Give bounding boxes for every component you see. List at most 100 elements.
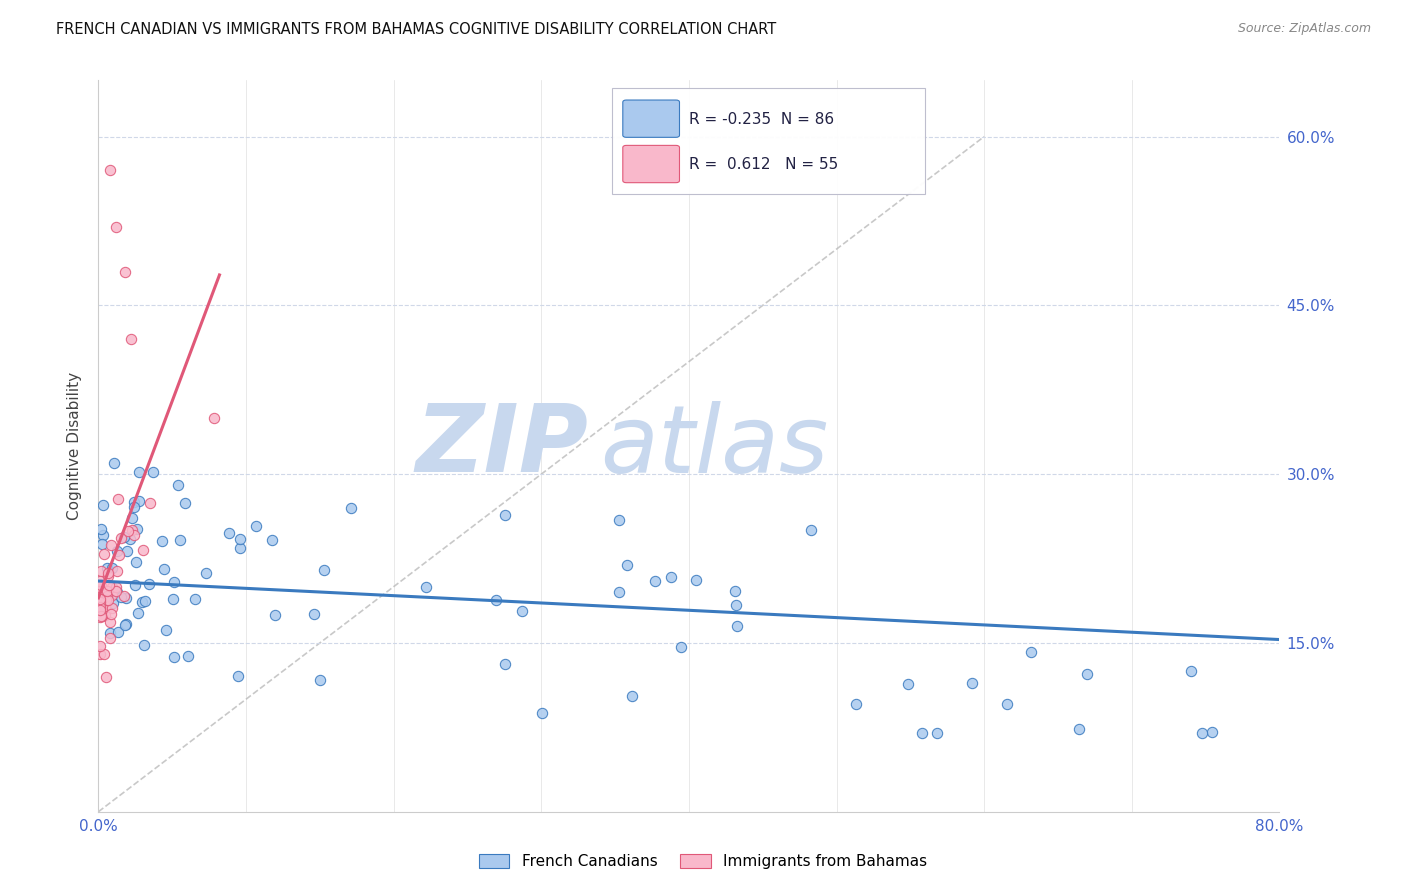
Point	[90, 608, 112, 623]
Point	[110, 531, 132, 545]
Point	[89, 599, 111, 614]
Point	[169, 533, 191, 548]
Point	[94, 587, 117, 601]
Point	[162, 591, 184, 606]
Point	[494, 508, 516, 522]
Point	[105, 564, 128, 578]
Point	[173, 496, 195, 510]
Point	[90, 578, 112, 592]
Point	[112, 530, 135, 544]
Point	[167, 478, 190, 492]
Point	[98, 631, 121, 645]
Point	[671, 640, 693, 655]
Point	[1076, 667, 1098, 681]
Point	[91, 602, 114, 616]
Point	[91, 528, 114, 542]
Point	[229, 541, 252, 555]
Point	[114, 264, 136, 278]
Point	[108, 549, 131, 563]
Point	[89, 610, 111, 624]
Point	[139, 496, 162, 510]
Point	[155, 623, 177, 637]
Point	[110, 591, 132, 605]
Point	[100, 538, 122, 552]
Point	[107, 624, 129, 639]
Point	[89, 574, 111, 589]
Point	[609, 585, 631, 599]
Point	[960, 675, 983, 690]
Point	[724, 598, 747, 612]
Point	[105, 584, 128, 599]
Point	[89, 639, 111, 653]
Text: ZIP: ZIP	[416, 400, 589, 492]
Point	[616, 558, 638, 572]
Point	[98, 615, 121, 629]
Point	[93, 647, 115, 661]
Point	[93, 547, 115, 561]
Point	[725, 618, 748, 632]
Point	[114, 617, 136, 632]
Point	[89, 595, 111, 609]
Point	[131, 595, 153, 609]
Legend: French Canadians, Immigrants from Bahamas: French Canadians, Immigrants from Bahama…	[472, 847, 934, 875]
Point	[115, 544, 138, 558]
Point	[96, 589, 118, 603]
Point	[659, 570, 682, 584]
Point	[138, 577, 160, 591]
Point	[127, 606, 149, 620]
Point	[97, 568, 120, 582]
Point	[97, 566, 120, 581]
Point	[90, 582, 112, 596]
Point	[134, 594, 156, 608]
Point	[1201, 725, 1223, 739]
Point	[103, 456, 125, 470]
FancyBboxPatch shape	[623, 145, 679, 183]
Point	[121, 511, 143, 525]
Point	[101, 601, 124, 615]
Point	[485, 593, 508, 607]
Point	[118, 533, 141, 547]
Point	[1191, 726, 1213, 740]
Point	[101, 588, 124, 602]
Point	[121, 524, 143, 538]
Point	[494, 657, 516, 671]
Point	[202, 410, 225, 425]
Point	[685, 573, 707, 587]
Point	[122, 528, 145, 542]
Point	[112, 589, 135, 603]
Point	[122, 500, 145, 514]
Point	[218, 525, 240, 540]
Point	[152, 562, 174, 576]
Point	[101, 596, 124, 610]
Point	[124, 578, 146, 592]
Point	[94, 670, 117, 684]
Point	[97, 578, 120, 592]
Point	[89, 564, 111, 578]
Point	[724, 583, 747, 598]
Point	[96, 603, 118, 617]
Point	[995, 697, 1018, 711]
Point	[94, 608, 117, 623]
Point	[308, 673, 330, 688]
Point	[90, 609, 112, 624]
Point	[117, 524, 139, 538]
Point	[124, 555, 146, 569]
Point	[107, 585, 129, 599]
Point	[911, 726, 934, 740]
Point	[114, 618, 136, 632]
Point	[229, 532, 252, 546]
Point	[101, 580, 124, 594]
Point	[105, 219, 128, 234]
Point	[101, 561, 124, 575]
Point	[93, 598, 115, 612]
Point	[128, 465, 150, 479]
Point	[96, 561, 118, 575]
Point	[897, 677, 920, 691]
Point	[1067, 723, 1090, 737]
Point	[90, 522, 112, 536]
Text: atlas: atlas	[600, 401, 828, 491]
Point	[89, 603, 111, 617]
Point	[150, 534, 173, 549]
Point	[132, 638, 155, 652]
Point	[120, 332, 142, 346]
